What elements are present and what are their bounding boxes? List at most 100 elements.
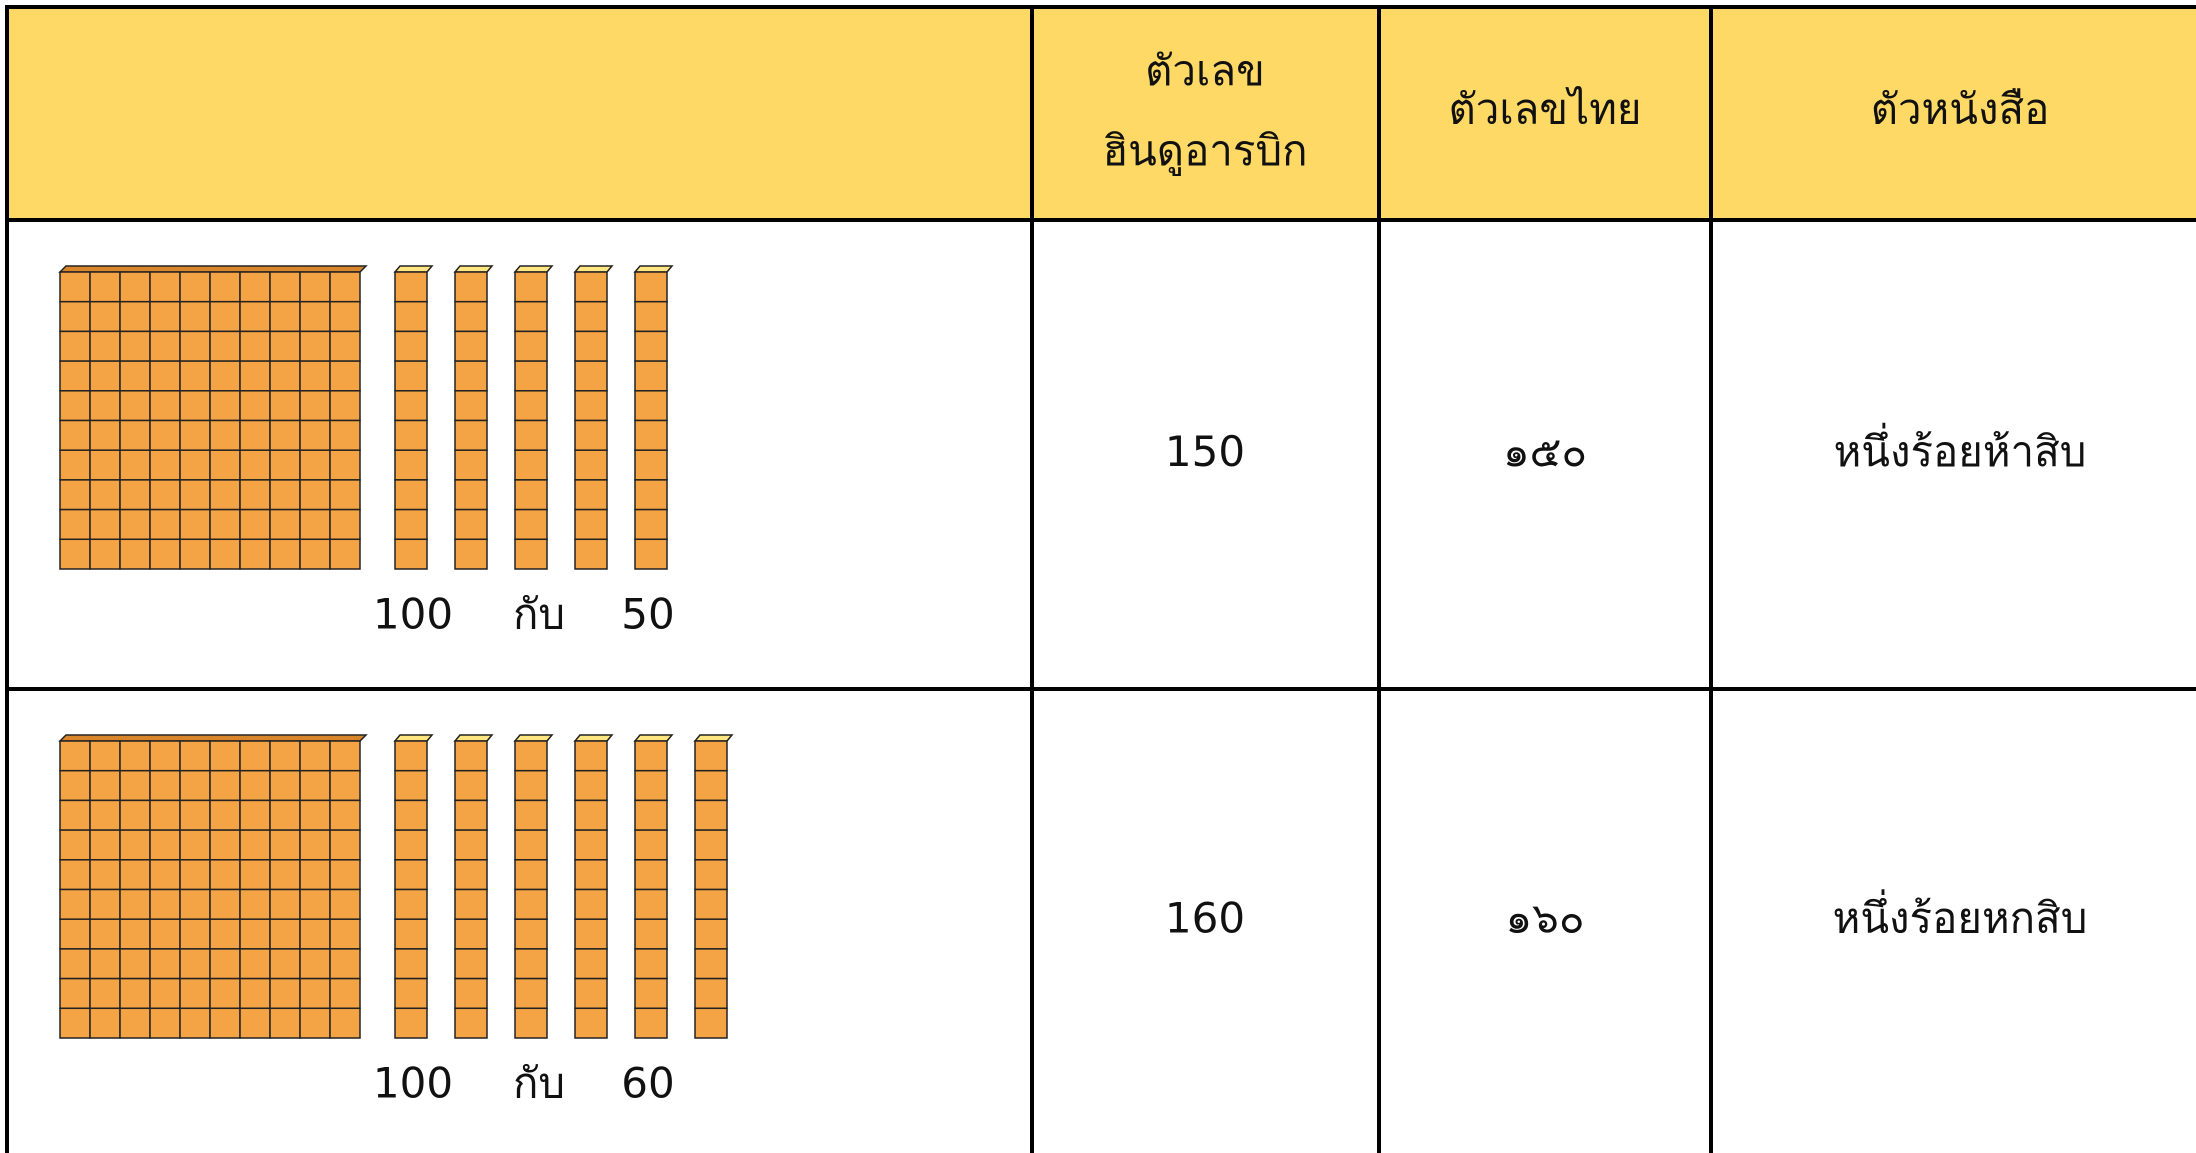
block-cell [394, 948, 428, 980]
block-cell [394, 769, 428, 802]
block-cell [239, 859, 271, 891]
block-cell [299, 538, 331, 570]
block-cell [634, 859, 668, 891]
block-cell [514, 799, 548, 831]
block-cell [59, 271, 91, 303]
block-cell [269, 271, 301, 303]
block-cell [574, 271, 608, 303]
rod-side [693, 734, 734, 742]
block-cell [59, 918, 91, 950]
block-cell [574, 859, 608, 891]
block-cell [454, 419, 488, 451]
block-cell [119, 271, 151, 303]
block-cell [574, 419, 608, 451]
block-cell [239, 479, 271, 511]
block-cell [329, 360, 361, 392]
block-cell [574, 449, 608, 481]
header-line: ฮินดูอารบิก [1102, 126, 1307, 176]
block-cell [269, 1007, 301, 1039]
block-cell [179, 419, 211, 451]
block-cell [149, 300, 181, 333]
block-cell [574, 1007, 608, 1039]
block-cell [269, 977, 301, 1010]
block-cell [179, 390, 211, 422]
block-cell [179, 769, 211, 802]
block-cell [119, 740, 151, 772]
block-cell [89, 740, 121, 772]
flat-side [58, 265, 368, 273]
block-cell [394, 360, 428, 392]
block-cell [209, 948, 241, 980]
header-cell: ตัวหนังสือ [1871, 85, 2050, 134]
block-cell [454, 769, 488, 802]
block-cell [634, 829, 668, 861]
block-cell [269, 330, 301, 362]
block-cell [514, 300, 548, 333]
block-cell [454, 479, 488, 511]
block-cell [299, 977, 331, 1010]
block-cell [269, 948, 301, 980]
block-cell [209, 449, 241, 481]
block-cell [179, 888, 211, 920]
block-cell [634, 300, 668, 333]
rod-side [573, 265, 614, 273]
block-cell [149, 271, 181, 303]
block-cell [269, 538, 301, 570]
block-cell [179, 799, 211, 831]
block-cell [299, 918, 331, 950]
block-cell [329, 449, 361, 481]
block-cell [59, 300, 91, 333]
block-cell [269, 479, 301, 511]
block-cell [209, 769, 241, 802]
block-cell [329, 300, 361, 333]
block-cell [394, 508, 428, 541]
block-cell [59, 330, 91, 362]
block-cell [634, 799, 668, 831]
block-cell [209, 740, 241, 772]
block-cell [89, 538, 121, 570]
block-cell [59, 859, 91, 891]
block-cell [269, 419, 301, 451]
block-cell [59, 508, 91, 541]
block-caption: 60 [621, 1059, 674, 1108]
block-cell [209, 330, 241, 362]
block-cell [239, 977, 271, 1010]
block-cell [209, 1007, 241, 1039]
block-cell [299, 859, 331, 891]
block-cell [89, 918, 121, 950]
block-cell [514, 769, 548, 802]
block-cell [514, 390, 548, 422]
block-cell [574, 977, 608, 1010]
block-cell [329, 859, 361, 891]
block-cell [634, 769, 668, 802]
block-cell [514, 538, 548, 570]
block-cell [574, 300, 608, 333]
block-cell [89, 300, 121, 333]
block-cell [454, 888, 488, 920]
block-cell [209, 360, 241, 392]
block-cell [119, 799, 151, 831]
block-cell [119, 508, 151, 541]
block-cell [89, 449, 121, 481]
block-cell [149, 948, 181, 980]
block-cell [454, 918, 488, 950]
block-cell [239, 888, 271, 920]
rod-side [453, 734, 494, 742]
rod-side [513, 734, 554, 742]
block-cell [634, 449, 668, 481]
block-cell [299, 479, 331, 511]
block-cell [394, 1007, 428, 1039]
block-cell [574, 948, 608, 980]
thai-number: ๑๕๐ [1503, 427, 1587, 476]
hundreds-flat [58, 734, 368, 1039]
block-cell [179, 859, 211, 891]
block-cell [239, 1007, 271, 1039]
block-cell [514, 977, 548, 1010]
block-cell [299, 888, 331, 920]
header-cell: ตัวเลขไทย [1448, 85, 1641, 134]
block-cell [574, 888, 608, 920]
block-cell [329, 829, 361, 861]
block-cell [149, 330, 181, 362]
block-cell [149, 449, 181, 481]
block-cell [239, 330, 271, 362]
